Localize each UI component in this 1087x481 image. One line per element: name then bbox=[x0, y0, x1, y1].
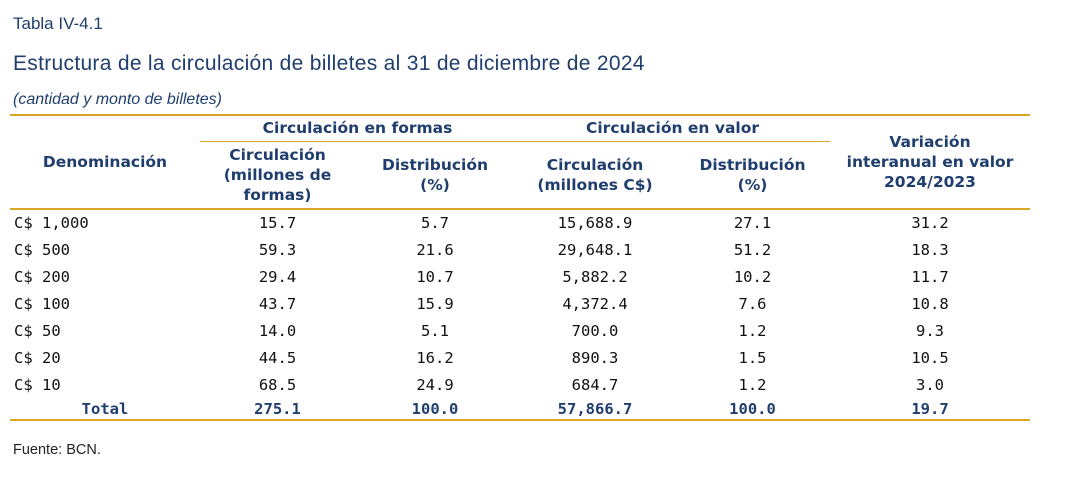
header-line: (millones de bbox=[223, 165, 332, 184]
table-label: Tabla IV-4.1 bbox=[13, 14, 103, 33]
cell-total-variacion: 19.7 bbox=[830, 398, 1030, 421]
cell-circ-valor: 15,688.9 bbox=[557, 214, 633, 232]
cell-dist-valor: 1.2 bbox=[738, 322, 767, 340]
cell-circ-valor: 700.0 bbox=[571, 322, 619, 340]
header-circ-formas: Circulación (millones de formas) bbox=[200, 141, 355, 210]
cell-dist-formas: 21.6 bbox=[416, 241, 454, 259]
header-variacion-line: interanual en valor bbox=[846, 152, 1014, 171]
header-line: Distribución bbox=[381, 155, 489, 174]
cell-variacion: 3.0 bbox=[916, 376, 944, 394]
header-line: (%) bbox=[737, 175, 768, 194]
cell-total-label: Total bbox=[10, 398, 200, 421]
cell-circ-formas: 59.3 bbox=[258, 241, 297, 259]
cell-circ-formas: 14.0 bbox=[258, 322, 297, 340]
cell-dist-formas: 5.1 bbox=[421, 322, 449, 340]
cell-denominacion: C$ 200 bbox=[14, 268, 70, 286]
cell-dist-valor: 27.1 bbox=[733, 214, 772, 232]
cell-circ-formas: 29.4 bbox=[258, 268, 297, 286]
table-row: C$ 200 29.4 10.7 5,882.2 10.2 11.7 bbox=[10, 264, 1030, 291]
table-row: C$ 1,000 15.7 5.7 15,688.9 27.1 31.2 bbox=[10, 209, 1030, 237]
cell-dist-valor: 51.2 bbox=[733, 241, 772, 259]
cell-denominacion: C$ 500 bbox=[14, 241, 70, 259]
cell-variacion: 18.3 bbox=[911, 241, 949, 259]
cell-variacion: 10.8 bbox=[911, 295, 949, 313]
table-row: C$ 500 59.3 21.6 29,648.1 51.2 18.3 bbox=[10, 237, 1030, 264]
table-row: C$ 50 14.0 5.1 700.0 1.2 9.3 bbox=[10, 318, 1030, 345]
cell-circ-formas: 68.5 bbox=[258, 376, 297, 394]
header-dist-valor: Distribución (%) bbox=[675, 141, 830, 210]
table-row: C$ 10 68.5 24.9 684.7 1.2 3.0 bbox=[10, 372, 1030, 399]
header-line: Circulación bbox=[229, 145, 326, 164]
cell-dist-valor: 1.5 bbox=[738, 349, 767, 367]
cell-variacion: 31.2 bbox=[911, 214, 949, 232]
table-row: C$ 100 43.7 15.9 4,372.4 7.6 10.8 bbox=[10, 291, 1030, 318]
cell-total-dist-formas: 100.0 bbox=[355, 398, 515, 421]
table-subtitle: (cantidad y monto de billetes) bbox=[13, 91, 222, 108]
cell-circ-formas: 15.7 bbox=[258, 214, 297, 232]
cell-denominacion: C$ 100 bbox=[14, 295, 70, 313]
table-title: Estructura de la circulación de billetes… bbox=[13, 52, 645, 75]
cell-variacion: 10.5 bbox=[911, 349, 949, 367]
cell-denominacion: C$ 1,000 bbox=[14, 214, 89, 232]
cell-circ-valor: 890.3 bbox=[571, 349, 619, 367]
header-dist-formas: Distribución (%) bbox=[355, 141, 515, 210]
cell-total-circ-valor: 57,866.7 bbox=[515, 398, 675, 421]
cell-dist-formas: 24.9 bbox=[416, 376, 454, 394]
cell-dist-formas: 10.7 bbox=[416, 268, 454, 286]
cell-circ-valor: 29,648.1 bbox=[557, 241, 633, 259]
table-row: C$ 20 44.5 16.2 890.3 1.5 10.5 bbox=[10, 345, 1030, 372]
cell-dist-formas: 15.9 bbox=[416, 295, 454, 313]
cell-total-circ-formas: 275.1 bbox=[200, 398, 355, 421]
cell-circ-valor: 5,882.2 bbox=[562, 268, 628, 286]
cell-circ-formas: 44.5 bbox=[258, 349, 297, 367]
cell-denominacion: C$ 10 bbox=[14, 376, 61, 394]
header-circ-valor: Circulación (millones C$) bbox=[515, 141, 675, 210]
cell-denominacion: C$ 50 bbox=[14, 322, 61, 340]
header-denominacion: Denominación bbox=[10, 114, 200, 210]
header-line: Distribución bbox=[699, 155, 806, 174]
header-line: (millones C$) bbox=[537, 175, 653, 194]
group-header-formas: Circulación en formas bbox=[200, 114, 515, 142]
cell-circ-formas: 43.7 bbox=[258, 295, 297, 313]
header-variacion: Variación interanual en valor 2024/2023 bbox=[830, 114, 1030, 210]
cell-dist-valor: 1.2 bbox=[738, 376, 767, 394]
header-variacion-line: 2024/2023 bbox=[884, 172, 976, 191]
cell-denominacion: C$ 20 bbox=[14, 349, 61, 367]
header-variacion-line: Variación bbox=[889, 132, 971, 151]
source-note: Fuente: BCN. bbox=[13, 442, 101, 458]
cell-total-dist-valor: 100.0 bbox=[675, 398, 830, 421]
header-line: (%) bbox=[420, 175, 450, 194]
group-header-valor: Circulación en valor bbox=[515, 114, 830, 142]
cell-dist-formas: 16.2 bbox=[416, 349, 454, 367]
cell-dist-formas: 5.7 bbox=[421, 214, 449, 232]
cell-circ-valor: 684.7 bbox=[571, 376, 619, 394]
cell-dist-valor: 10.2 bbox=[733, 268, 772, 286]
data-table: Denominación Circulación en formas Circu… bbox=[10, 114, 1030, 421]
total-row: Total 275.1 100.0 57,866.7 100.0 19.7 bbox=[10, 398, 1030, 421]
header-line: Circulación bbox=[546, 155, 644, 174]
cell-variacion: 9.3 bbox=[916, 322, 944, 340]
cell-circ-valor: 4,372.4 bbox=[562, 295, 628, 313]
cell-variacion: 11.7 bbox=[911, 268, 949, 286]
header-line: formas) bbox=[243, 185, 312, 204]
cell-dist-valor: 7.6 bbox=[738, 295, 767, 313]
